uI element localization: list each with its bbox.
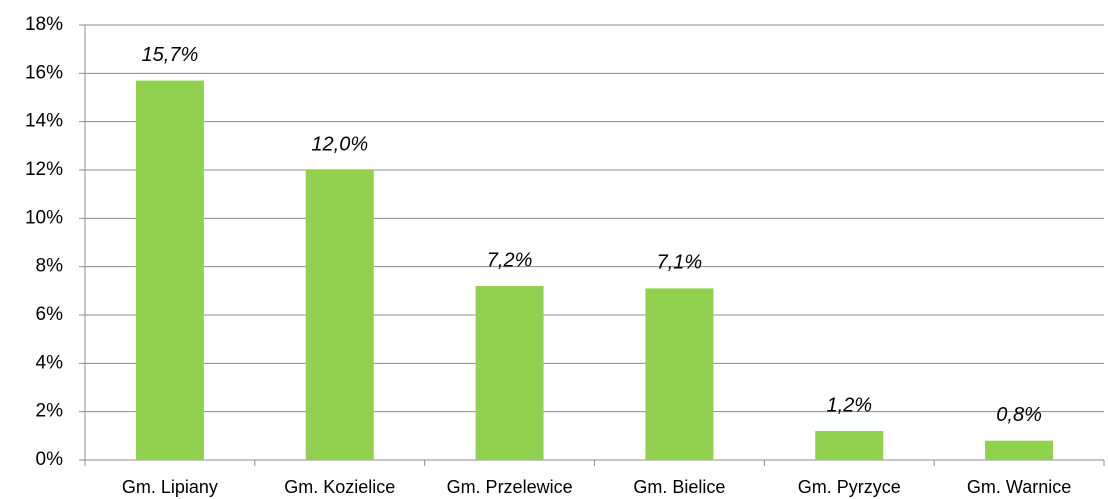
bar [815,431,884,460]
y-tick-label: 0% [36,449,64,470]
value-label: 15,7% [142,44,199,66]
x-tick-label: Gm. Kozielice [284,477,395,497]
bar [135,80,204,460]
value-label: 12,0% [311,133,368,155]
value-label: 7,1% [657,252,703,274]
bar [475,286,544,460]
y-tick-label: 16% [25,62,63,83]
x-tick-label: Gm. Warnice [967,477,1071,497]
y-tick-label: 8% [36,256,64,277]
bar [985,440,1054,460]
y-tick-label: 12% [25,159,63,180]
y-tick-label: 2% [36,401,64,422]
value-label: 7,2% [487,249,533,271]
x-tick-label: Gm. Lipiany [122,477,218,497]
y-tick-label: 10% [25,207,63,228]
bar [305,170,374,460]
x-tick-label: Gm. Przelewice [447,477,573,497]
x-tick-label: Gm. Bielice [633,477,725,497]
x-tick-label: Gm. Pyrzyce [798,477,901,497]
y-tick-label: 4% [36,352,64,373]
value-label: 1,2% [826,394,872,416]
value-label: 0,8% [996,404,1042,426]
bar [645,288,714,460]
y-tick-label: 14% [25,111,63,132]
y-tick-label: 6% [36,304,64,325]
y-tick-label: 18% [25,14,63,35]
